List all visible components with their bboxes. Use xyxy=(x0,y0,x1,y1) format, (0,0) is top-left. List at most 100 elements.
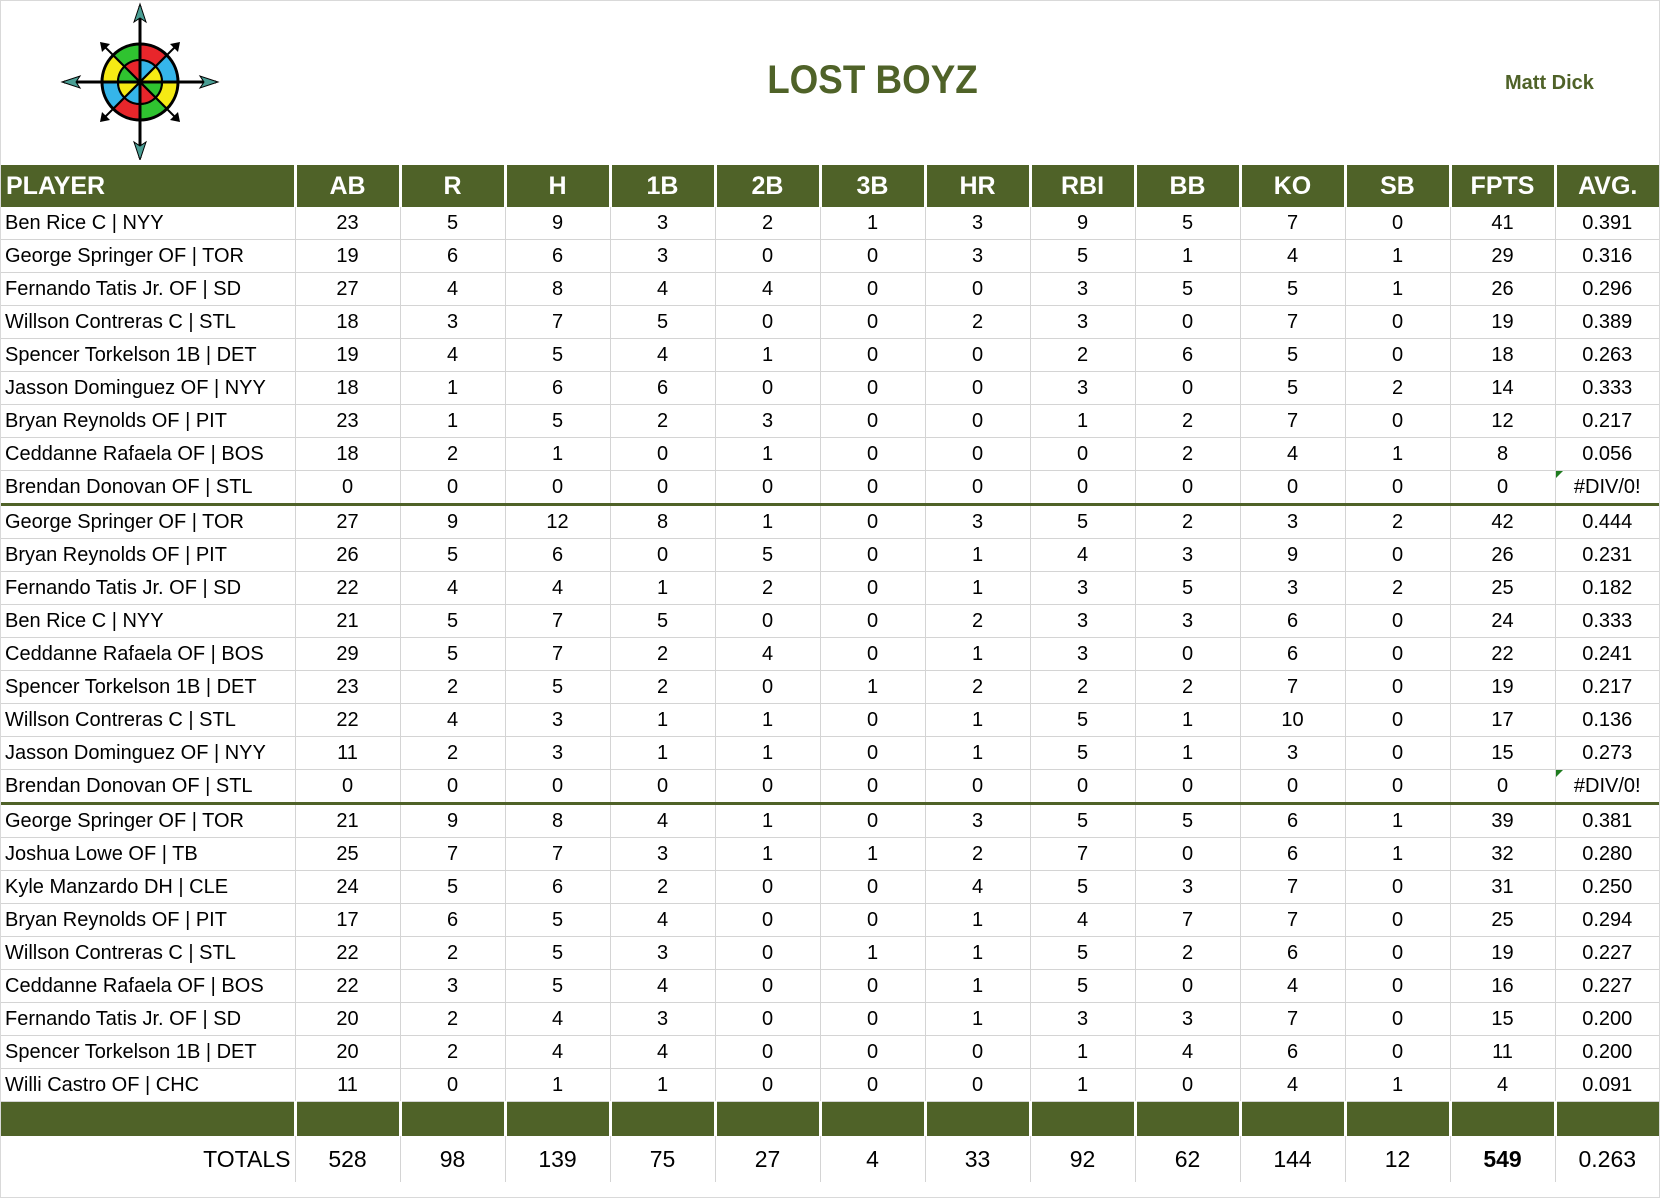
cell-ko[interactable]: 3 xyxy=(1239,504,1345,539)
cell-3b[interactable]: 0 xyxy=(819,1035,925,1069)
cell-3b[interactable]: 0 xyxy=(819,371,925,405)
cell-avg[interactable]: 0.280 xyxy=(1554,837,1659,871)
cell-h[interactable]: 6 xyxy=(504,538,610,572)
cell-rbi[interactable]: 5 xyxy=(1029,936,1135,970)
cell-2b[interactable]: 0 xyxy=(714,936,820,970)
cell-2b[interactable]: 0 xyxy=(714,604,820,638)
cell-r[interactable]: 4 xyxy=(399,272,505,306)
cell-bb[interactable]: 3 xyxy=(1134,538,1240,572)
cell-ab[interactable]: 11 xyxy=(294,736,400,770)
cell-1b[interactable]: 0 xyxy=(609,437,715,471)
cell-sb[interactable]: 2 xyxy=(1344,371,1450,405)
cell-player-name[interactable]: Bryan Reynolds OF | PIT xyxy=(1,404,295,438)
cell-r[interactable]: 2 xyxy=(399,736,505,770)
cell-hr[interactable]: 0 xyxy=(924,404,1030,438)
cell-sb[interactable]: 0 xyxy=(1344,604,1450,638)
cell-1b[interactable]: 8 xyxy=(609,504,715,539)
cell-hr[interactable]: 2 xyxy=(924,305,1030,339)
cell-1b[interactable]: 6 xyxy=(609,371,715,405)
cell-ab[interactable]: 20 xyxy=(294,1002,400,1036)
cell-ko[interactable]: 10 xyxy=(1239,703,1345,737)
cell-1b[interactable]: 4 xyxy=(609,338,715,372)
cell-bb[interactable]: 5 xyxy=(1134,571,1240,605)
cell-3b[interactable]: 0 xyxy=(819,571,925,605)
col-header-ab[interactable]: AB xyxy=(293,165,400,207)
cell-hr[interactable]: 0 xyxy=(924,1068,1030,1102)
cell-player-name[interactable]: Brendan Donovan OF | STL xyxy=(1,769,295,805)
cell-player-name[interactable]: Kyle Manzardo DH | CLE xyxy=(1,870,295,904)
cell-avg[interactable]: 0.391 xyxy=(1554,207,1659,240)
cell-r[interactable]: 9 xyxy=(399,504,505,539)
cell-avg[interactable]: 0.056 xyxy=(1554,437,1659,471)
cell-avg[interactable]: 0.136 xyxy=(1554,703,1659,737)
cell-sb[interactable]: 0 xyxy=(1344,1002,1450,1036)
cell-r[interactable]: 5 xyxy=(399,637,505,671)
cell-avg[interactable]: 0.217 xyxy=(1554,404,1659,438)
cell-3b[interactable]: 1 xyxy=(819,207,925,240)
cell-ko[interactable]: 3 xyxy=(1239,736,1345,770)
cell-rbi[interactable]: 5 xyxy=(1029,703,1135,737)
cell-sb[interactable]: 0 xyxy=(1344,470,1450,506)
cell-player-name[interactable]: Ben Rice C | NYY xyxy=(1,604,295,638)
cell-bb[interactable]: 1 xyxy=(1134,703,1240,737)
cell-player-name[interactable]: George Springer OF | TOR xyxy=(1,803,295,838)
cell-fpts[interactable]: 24 xyxy=(1449,604,1555,638)
cell-hr[interactable]: 1 xyxy=(924,969,1030,1003)
cell-ab[interactable]: 23 xyxy=(294,207,400,240)
cell-1b[interactable]: 1 xyxy=(609,736,715,770)
cell-r[interactable]: 5 xyxy=(399,207,505,240)
cell-bb[interactable]: 3 xyxy=(1134,870,1240,904)
cell-hr[interactable]: 3 xyxy=(924,207,1030,240)
cell-hr[interactable]: 1 xyxy=(924,637,1030,671)
cell-hr[interactable]: 1 xyxy=(924,571,1030,605)
cell-fpts[interactable]: 15 xyxy=(1449,736,1555,770)
cell-1b[interactable]: 5 xyxy=(609,305,715,339)
cell-r[interactable]: 3 xyxy=(399,305,505,339)
cell-r[interactable]: 4 xyxy=(399,338,505,372)
cell-rbi[interactable]: 7 xyxy=(1029,837,1135,871)
cell-fpts[interactable]: 25 xyxy=(1449,571,1555,605)
cell-ab[interactable]: 27 xyxy=(294,272,400,306)
cell-avg[interactable]: 0.200 xyxy=(1554,1002,1659,1036)
cell-sb[interactable]: 1 xyxy=(1344,837,1450,871)
cell-rbi[interactable]: 5 xyxy=(1029,504,1135,539)
cell-ab[interactable]: 22 xyxy=(294,571,400,605)
cell-player-name[interactable]: Ceddanne Rafaela OF | BOS xyxy=(1,969,295,1003)
cell-avg[interactable]: #DIV/0! xyxy=(1554,470,1659,506)
cell-1b[interactable]: 0 xyxy=(609,538,715,572)
total-bb[interactable]: 62 xyxy=(1134,1136,1240,1182)
cell-h[interactable]: 5 xyxy=(504,670,610,704)
cell-h[interactable]: 8 xyxy=(504,803,610,838)
total-3b[interactable]: 4 xyxy=(819,1136,925,1182)
cell-sb[interactable]: 0 xyxy=(1344,870,1450,904)
total-avg[interactable]: 0.263 xyxy=(1554,1136,1659,1182)
cell-1b[interactable]: 1 xyxy=(609,1068,715,1102)
cell-2b[interactable]: 0 xyxy=(714,903,820,937)
cell-r[interactable]: 1 xyxy=(399,371,505,405)
cell-r[interactable]: 3 xyxy=(399,969,505,1003)
cell-r[interactable]: 9 xyxy=(399,803,505,838)
cell-1b[interactable]: 3 xyxy=(609,1002,715,1036)
cell-r[interactable]: 2 xyxy=(399,936,505,970)
total-1b[interactable]: 75 xyxy=(609,1136,715,1182)
cell-ko[interactable]: 7 xyxy=(1239,1002,1345,1036)
cell-avg[interactable]: 0.231 xyxy=(1554,538,1659,572)
cell-sb[interactable]: 0 xyxy=(1344,736,1450,770)
cell-2b[interactable]: 0 xyxy=(714,1002,820,1036)
cell-hr[interactable]: 0 xyxy=(924,1035,1030,1069)
cell-2b[interactable]: 2 xyxy=(714,207,820,240)
cell-avg[interactable]: 0.227 xyxy=(1554,969,1659,1003)
cell-rbi[interactable]: 3 xyxy=(1029,637,1135,671)
cell-h[interactable]: 7 xyxy=(504,305,610,339)
cell-3b[interactable]: 0 xyxy=(819,870,925,904)
cell-player-name[interactable]: Willson Contreras C | STL xyxy=(1,703,295,737)
cell-1b[interactable]: 0 xyxy=(609,470,715,506)
cell-avg[interactable]: 0.273 xyxy=(1554,736,1659,770)
cell-ko[interactable]: 4 xyxy=(1239,437,1345,471)
cell-hr[interactable]: 1 xyxy=(924,936,1030,970)
cell-bb[interactable]: 2 xyxy=(1134,936,1240,970)
cell-h[interactable]: 0 xyxy=(504,769,610,805)
cell-r[interactable]: 4 xyxy=(399,703,505,737)
cell-2b[interactable]: 1 xyxy=(714,703,820,737)
cell-avg[interactable]: 0.200 xyxy=(1554,1035,1659,1069)
